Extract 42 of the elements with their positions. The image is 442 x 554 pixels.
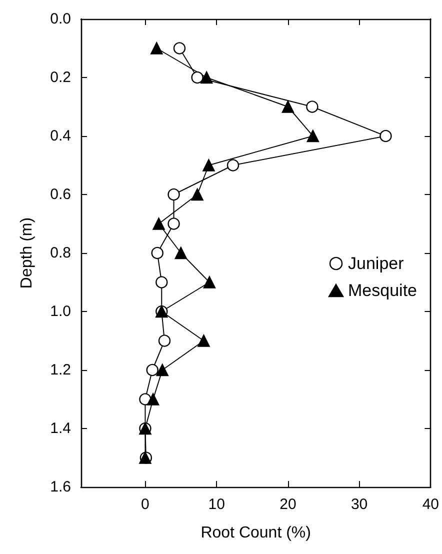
point [198,334,210,347]
x-tick-label: 10 [208,496,225,513]
x-tick-label: 0 [141,496,150,513]
point [174,246,187,260]
point [150,42,163,54]
y-tick-label: 1.0 [50,303,71,320]
point [202,159,215,172]
point [306,100,318,113]
point [139,393,152,406]
point [203,276,216,288]
point [282,100,294,113]
x-tick-label: 30 [350,496,368,513]
x-axis-title: Root Count (%) [200,524,311,542]
y-tick-label: 1.2 [50,362,71,378]
y-tick-label: 1.4 [50,420,71,437]
point [151,246,164,260]
y-tick-label: 0.0 [50,10,71,28]
y-axis-title: Depth (m) [18,217,36,289]
point [306,130,320,142]
point [173,42,186,54]
point [146,393,160,406]
point [191,188,204,201]
y-tick-label: 0.8 [50,244,71,262]
point [152,218,165,230]
point [380,130,392,142]
y-tick-label: 0.4 [50,128,71,144]
legend-label: Mesquite [348,281,418,300]
legend-label: Juniper [348,254,404,273]
point [158,334,171,347]
point [168,218,180,230]
point [191,71,204,84]
point [226,159,240,172]
y-tick-label: 1.6 [50,478,71,496]
point [156,276,168,288]
point [156,364,168,376]
point [168,188,180,201]
point [146,364,158,376]
x-tick-label: 20 [280,496,296,513]
y-tick-label: 0.6 [50,186,71,203]
y-tick-label: 0.2 [50,69,71,86]
x-tick-label: 40 [422,496,439,513]
point [200,71,213,84]
